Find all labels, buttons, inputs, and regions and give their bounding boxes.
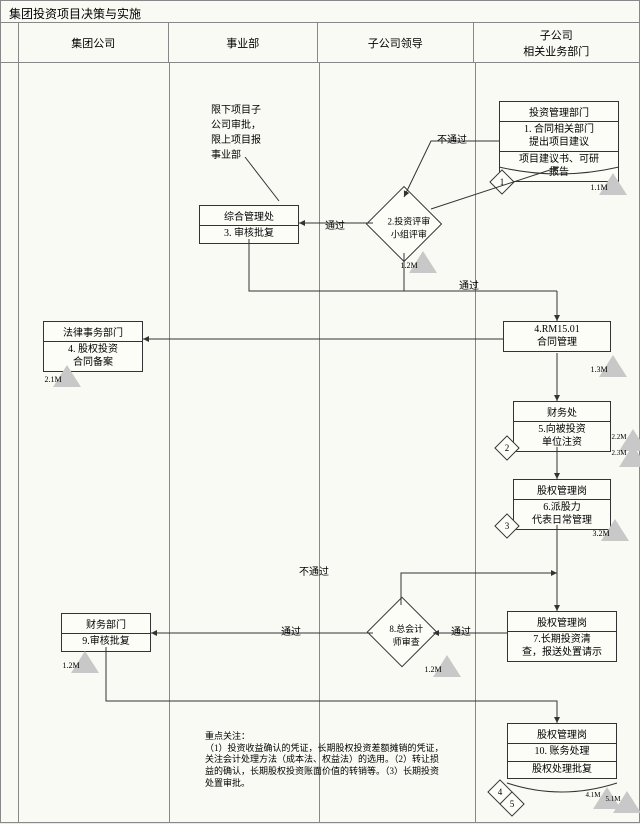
node-1: 投资管理部门 1. 合同相关部门 提出项目建议 项目建议书、可研 报告	[499, 101, 619, 182]
node-6-hdr: 股权管理岗	[514, 480, 610, 500]
node-3: 综合管理处 3. 审核批复	[199, 205, 299, 244]
node-6: 股权管理岗 6.派股力 代表日常管理	[513, 479, 611, 530]
lane-head-3: 子公司领导	[318, 23, 474, 62]
lane-div-1	[169, 63, 170, 822]
node-10-bod: 10. 账务处理	[508, 744, 616, 762]
node-3-bod: 3. 审核批复	[200, 226, 298, 243]
lane-div-3	[475, 63, 476, 822]
node-9: 财务部门 9.审核批复	[61, 613, 151, 652]
lane-div-2	[319, 63, 320, 822]
node-4-hdr: 法律事务部门	[44, 322, 142, 342]
lbl-fail-1: 不通过	[437, 131, 467, 146]
note-title: 重点关注：	[205, 731, 447, 743]
node-9-bod: 9.审核批复	[62, 634, 150, 651]
swimlane-header: 集团公司 事业部 子公司领导 子公司 相关业务部门	[1, 23, 639, 63]
left-rail	[1, 23, 19, 822]
lane-head-2: 事业部	[169, 23, 319, 62]
node-5: 财务处 5.向被投资 单位注资	[513, 401, 611, 452]
node-7-hdr: 股权管理岗	[508, 612, 616, 632]
node-4b-bod: 4.RM15.01 合同管理	[504, 322, 610, 351]
lbl-pass-3: 通过	[281, 623, 301, 638]
note-block: 重点关注： （1）投资收益确认的凭证，长期股权投资差额摊销的凭证，关注会计处理方…	[201, 729, 451, 791]
node-4b: 4.RM15.01 合同管理	[503, 321, 611, 352]
lane-head-1: 集团公司	[19, 23, 169, 62]
node-8-decision: 8.总会计 师审查	[367, 597, 438, 668]
node-1-bod: 1. 合同相关部门 提出项目建议	[500, 122, 618, 152]
node-7-bod: 7.长期投资清 查，报送处置请示	[508, 632, 616, 661]
page-title: 集团投资项目决策与实施	[1, 1, 639, 23]
node-3-hdr: 综合管理处	[200, 206, 298, 226]
page: 集团投资项目决策与实施 集团公司 事业部 子公司领导 子公司 相关业务部门 投资…	[0, 0, 640, 823]
node-7: 股权管理岗 7.长期投资清 查，报送处置请示	[507, 611, 617, 662]
node-5-bod: 5.向被投资 单位注资	[514, 422, 610, 451]
node-6-bod: 6.派股力 代表日常管理	[514, 500, 610, 529]
note-body: （1）投资收益确认的凭证，长期股权投资差额摊销的凭证，关注会计处理方法（成本法、…	[205, 743, 447, 790]
lbl-pass-2: 通过	[451, 623, 471, 638]
lbl-fail-2: 不通过	[299, 563, 329, 578]
lbl-pass-1b: 通过	[459, 277, 479, 292]
node-5-hdr: 财务处	[514, 402, 610, 422]
node-10-doc: 股权处理批复	[508, 762, 616, 779]
node-10-hdr: 股权管理岗	[508, 724, 616, 744]
node-9-hdr: 财务部门	[62, 614, 150, 634]
lane-head-4: 子公司 相关业务部门	[474, 23, 639, 62]
node-1-hdr: 投资管理部门	[500, 102, 618, 122]
node-10: 股权管理岗 10. 账务处理 股权处理批复	[507, 723, 617, 779]
lbl-pass-1: 通过	[325, 217, 345, 232]
marker-d5: 5	[499, 791, 524, 816]
limit-note: 限下项目子 公司审批， 限上项目报 事业部	[211, 101, 281, 161]
